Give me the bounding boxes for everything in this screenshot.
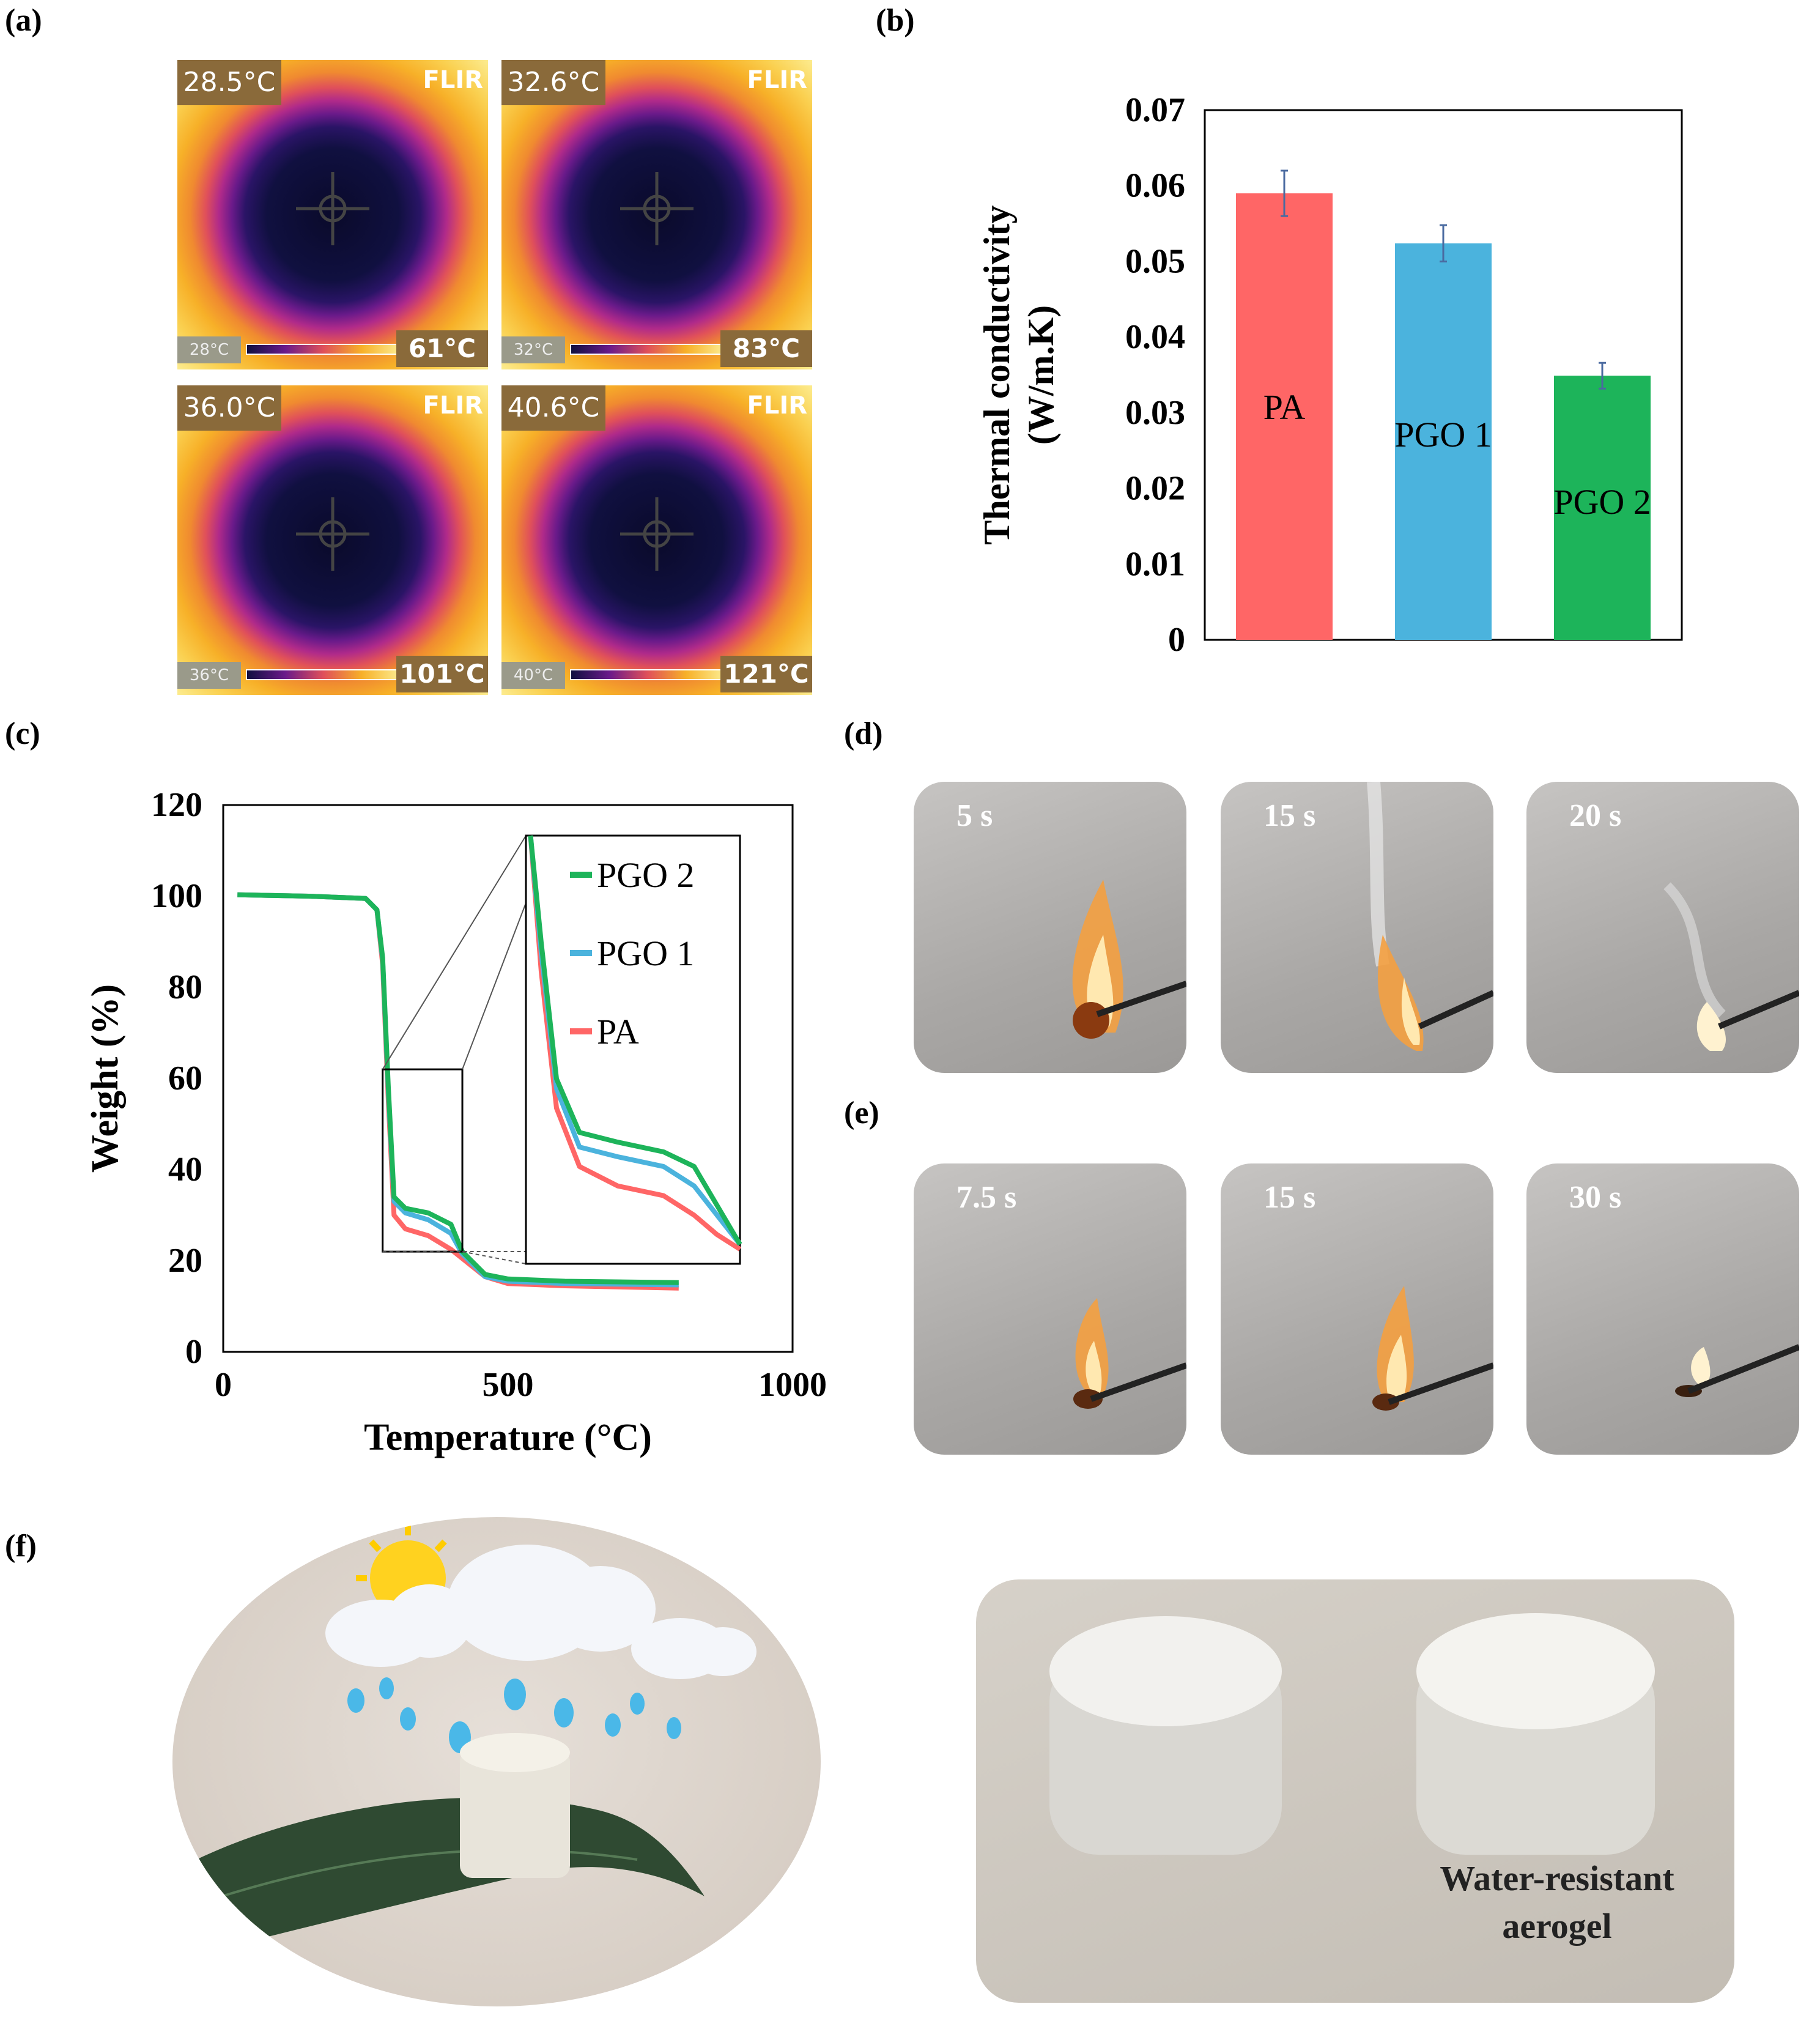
legend-label: PA [597, 1012, 639, 1052]
panel-label-a: (a) [5, 3, 42, 38]
thermal-scale-min: 28°C [177, 336, 241, 363]
x-tick-label: 1000 [758, 1366, 827, 1404]
zoom-connector [462, 1251, 527, 1264]
flir-logo: FLIR [747, 66, 808, 94]
zoom-connector [462, 902, 527, 1070]
flir-logo: FLIR [423, 66, 484, 94]
flame-photo-e3: 30 s [1526, 1163, 1799, 1455]
tga-chart: 0 20 40 60 80 100 120 0 500 1000 Temperature (°C) W… [61, 777, 856, 1480]
y-tick-label: 0.03 [1125, 394, 1185, 432]
thermal-scale-max: 83°C [720, 330, 812, 367]
y-tick-label: 60 [168, 1059, 202, 1097]
y-axis-label: Weight (%) [84, 984, 126, 1173]
aerogel-sample-left [1049, 1616, 1282, 1855]
thermal-scale-min: 32°C [501, 336, 565, 363]
panel-label-e: (e) [844, 1096, 879, 1130]
thermal-scale-min: 40°C [501, 662, 565, 689]
y-tick-label: 0.06 [1125, 167, 1185, 205]
flir-logo: FLIR [423, 391, 484, 420]
thermal-color-scale [246, 669, 401, 680]
flir-logo: FLIR [747, 391, 808, 420]
thermal-image-4: 40.6°C FLIR 40°C 121°C [501, 385, 812, 695]
thermal-center-temp: 32.6°C [501, 60, 605, 105]
panel-label-d: (d) [844, 716, 883, 751]
thermal-center-temp: 40.6°C [501, 385, 605, 431]
flame-photo-d1: 5 s [914, 782, 1186, 1073]
y-tick-label: 0.01 [1125, 545, 1185, 583]
plot-frame [222, 804, 794, 1353]
thermal-color-scale [570, 669, 725, 680]
thermal-image-2: 32.6°C FLIR 32°C 83°C [501, 60, 812, 369]
time-label: 20 s [1569, 798, 1622, 833]
cloud-icon [325, 1545, 756, 1679]
bar-pgo-1 [1395, 243, 1492, 640]
bar-label: PA [1263, 387, 1306, 427]
y-tick-label: 80 [168, 968, 202, 1006]
thermal-scale-max: 121°C [720, 656, 812, 692]
zoom-connector [382, 835, 527, 1070]
time-label: 15 s [1263, 798, 1316, 833]
y-tick-label: 100 [151, 877, 202, 915]
y-tick-label: 0.02 [1125, 470, 1185, 508]
flame-photo-e2: 15 s [1221, 1163, 1493, 1455]
panel-label-c: (c) [5, 716, 40, 751]
y-tick-label: 0 [1168, 621, 1185, 659]
x-tick-label: 0 [215, 1366, 232, 1404]
flame-photo-d3: 20 s [1526, 782, 1799, 1073]
thermal-scale-max: 61°C [396, 330, 488, 367]
bar-pa [1236, 193, 1333, 640]
thermal-scale-min: 36°C [177, 662, 241, 689]
legend-label: PGO 1 [597, 933, 695, 973]
time-label: 30 s [1569, 1180, 1622, 1215]
y-label-line2: (W/m.K) [1021, 305, 1061, 445]
time-label: 15 s [1263, 1180, 1316, 1215]
y-label-line1: Thermal conductivity [977, 206, 1017, 545]
time-label: 5 s [956, 798, 993, 833]
leaf-illustration [172, 1517, 821, 2006]
y-tick-label: 120 [151, 786, 202, 824]
thermal-color-scale [246, 344, 401, 355]
y-axis-label: Thermal conductivity (W/m.K) [977, 206, 1061, 545]
y-tick-label: 0 [185, 1333, 202, 1371]
y-tick-label: 20 [168, 1242, 202, 1280]
time-label: 7.5 s [956, 1180, 1017, 1215]
inset-line-pgo-2 [528, 835, 742, 1246]
bar-pgo-2 [1554, 376, 1651, 640]
thermal-scale-max: 101°C [396, 656, 488, 692]
inset-box [525, 834, 741, 1265]
aerogel-photo: Water-resistant aerogel [976, 1579, 1734, 2003]
y-tick-label: 0.07 [1125, 92, 1185, 129]
bar-label: PGO 1 [1394, 415, 1492, 455]
flame-photo-d2: 15 s [1221, 782, 1493, 1073]
aerogel-caption: Water-resistant aerogel [1440, 1858, 1674, 1946]
y-tick-label: 0.04 [1125, 318, 1185, 356]
series-line-pgo-2 [237, 892, 679, 1285]
zoom-region [382, 1068, 464, 1253]
x-axis-label: Temperature (°C) [364, 1417, 652, 1458]
aerogel-sample-right [1416, 1613, 1655, 1855]
panel-label-b: (b) [876, 3, 915, 38]
flame-photo-e1: 7.5 s [914, 1163, 1186, 1455]
thermal-image-3: 36.0°C FLIR 36°C 101°C [177, 385, 488, 695]
x-tick-label: 500 [483, 1366, 534, 1404]
thermal-color-scale [570, 344, 725, 355]
y-tick-label: 0.05 [1125, 242, 1185, 280]
bar-label: PGO 2 [1553, 482, 1651, 522]
line-chart-svg: 0 20 40 60 80 100 120 0 500 1000 Temperature (°C) W… [84, 786, 827, 1458]
y-tick-label: 40 [168, 1151, 202, 1189]
thermal-center-temp: 36.0°C [177, 385, 281, 431]
aerogel-cylinder [460, 1733, 570, 1878]
bar-chart-svg: 0 0.01 0.02 0.03 0.04 0.05 0.06 0.07 PA PGO 1 PGO … [977, 91, 1683, 659]
legend-label: PGO 2 [597, 855, 695, 895]
panel-label-f: (f) [5, 1529, 37, 1564]
thermal-center-temp: 28.5°C [177, 60, 281, 105]
thermal-conductivity-chart: 0 0.01 0.02 0.03 0.04 0.05 0.06 0.07 PA PGO 1 PGO … [954, 91, 1712, 673]
thermal-image-1: 28.5°C FLIR 28°C 61°C [177, 60, 488, 369]
